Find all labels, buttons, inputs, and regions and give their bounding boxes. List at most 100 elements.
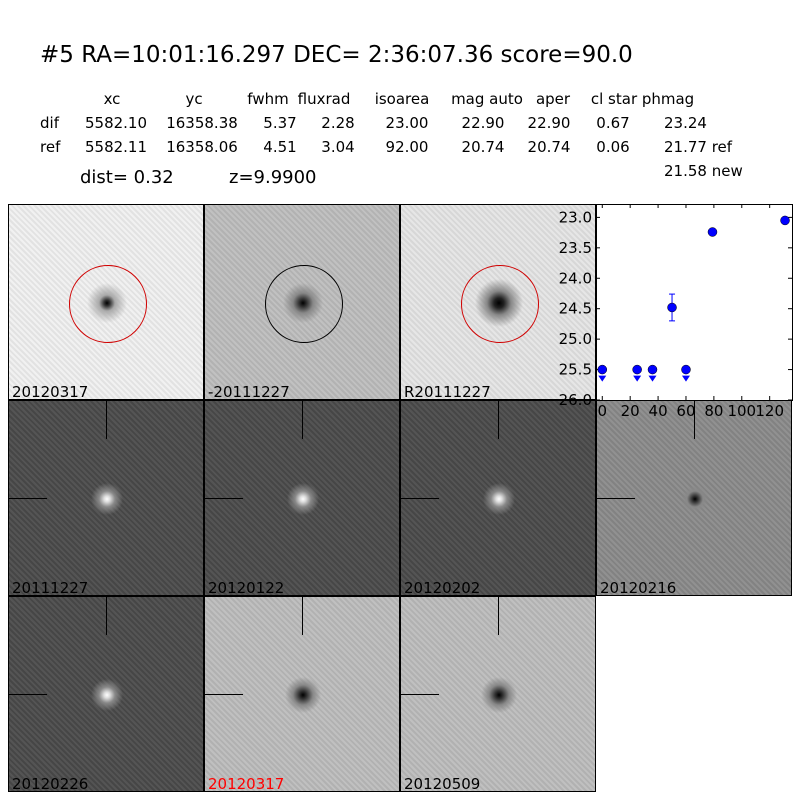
x-tick-label: 120: [755, 402, 784, 420]
candidate-title: #5 RA=10:01:16.297 DEC= 2:36:07.36 score…: [40, 42, 633, 68]
table-cell: 20.74: [527, 138, 571, 156]
row-label: ref: [40, 138, 61, 156]
table-cell: 2.28: [321, 114, 355, 132]
data-point: [780, 215, 790, 226]
table-cell: 5.37: [263, 114, 297, 132]
table-cell: 22.90: [461, 114, 505, 132]
dist-label: dist= 0.32: [80, 167, 174, 188]
source-blob: [82, 670, 132, 720]
y-tick-label: 25.0: [559, 330, 592, 348]
source-blob: [82, 474, 132, 524]
column-header: phmag: [641, 90, 695, 108]
panel-date-label: 20120216: [600, 579, 677, 596]
panel-date-label: 20120317: [12, 383, 89, 400]
column-header: mag auto: [451, 90, 523, 108]
aperture-circle-icon: [265, 265, 343, 343]
x-tick-label: 20: [621, 402, 640, 420]
source-blob: [474, 670, 524, 720]
cutout-panel: 20120509: [400, 596, 596, 792]
x-tick-label: 40: [649, 402, 668, 420]
x-tick-label: 80: [704, 402, 723, 420]
data-point: [647, 364, 658, 375]
panel-date-label: 20120317: [208, 775, 285, 792]
crosshair-tick: [401, 498, 439, 499]
source-blob: [474, 474, 524, 524]
crosshair-tick: [9, 498, 47, 499]
table-cell: 23.24: [664, 114, 707, 132]
x-tick-label: 60: [676, 402, 695, 420]
upper-limit-arrow-icon: [633, 375, 642, 382]
crosshair-tick: [205, 498, 243, 499]
crosshair-tick: [597, 498, 635, 499]
x-tick-label: 0: [598, 402, 608, 420]
cutout-panel: R20111227: [400, 204, 596, 400]
panel-date-label: R20111227: [404, 383, 491, 400]
crosshair-tick: [205, 694, 243, 695]
crosshair-tick: [694, 401, 695, 439]
y-tick-label: 24.5: [559, 300, 592, 318]
table-cell: 5582.11: [84, 138, 148, 156]
panel-date-label: 20120122: [208, 579, 285, 596]
column-header: fluxrad: [297, 90, 351, 108]
table-cell: 22.90: [527, 114, 571, 132]
source-blob: [670, 474, 720, 524]
cutout-panel: 20120226: [8, 596, 204, 792]
crosshair-tick: [401, 694, 439, 695]
table-cell: 16358.06: [166, 138, 238, 156]
table-cell: 16358.38: [166, 114, 238, 132]
upper-limit-arrow-icon: [648, 375, 657, 382]
row-label: dif: [40, 114, 59, 132]
crosshair-tick: [9, 694, 47, 695]
panel-date-label: 20120226: [12, 775, 89, 792]
table-cell: 3.04: [321, 138, 355, 156]
column-header: aper: [535, 90, 571, 108]
crosshair-tick: [302, 597, 303, 635]
cutout-panel: 20120202: [400, 400, 596, 596]
panel-date-label: -20111227: [208, 383, 290, 400]
upper-limit-arrow-icon: [681, 375, 690, 382]
panel-date-label: 20120509: [404, 775, 481, 792]
data-point: [681, 364, 691, 375]
plot-frame: [596, 204, 793, 401]
column-header: isoarea: [374, 90, 430, 108]
data-point: [597, 364, 608, 375]
cutout-panel: 20120317: [8, 204, 204, 400]
source-blob: [278, 474, 328, 524]
table-cell: 20.74: [461, 138, 505, 156]
cutout-panel: -20111227: [204, 204, 400, 400]
cutout-panel: 20111227: [8, 400, 204, 596]
y-tick-label: 23.5: [559, 239, 592, 257]
panel-date-label: 20111227: [12, 579, 89, 596]
aperture-circle-icon: [461, 265, 539, 343]
new-mag: 21.58 new: [664, 162, 743, 180]
crosshair-tick: [106, 401, 107, 439]
data-point: [707, 227, 718, 237]
column-header: cl star: [590, 90, 638, 108]
upper-limit-arrow-icon: [598, 375, 607, 382]
table-cell: 0.67: [596, 114, 630, 132]
y-tick-label: 25.5: [559, 361, 592, 379]
table-cell: 0.06: [596, 138, 630, 156]
table-cell: 23.00: [385, 114, 429, 132]
table-cell: 4.51: [263, 138, 297, 156]
column-header: xc: [103, 90, 121, 108]
crosshair-tick: [498, 597, 499, 635]
panel-date-label: 20120202: [404, 579, 481, 596]
light-curve-chart: 23.0 23.5 24.0 24.5 25.0 25.5 26.0 0 20 40 60 80 100…: [559, 204, 793, 420]
data-point: [667, 302, 677, 313]
column-header: fwhm: [247, 90, 289, 108]
z-label: z=9.9900: [229, 167, 317, 188]
table-cell: 5582.10: [84, 114, 148, 132]
table-cell: 92.00: [385, 138, 429, 156]
table-cell: 21.77 ref: [664, 138, 733, 156]
crosshair-tick: [498, 401, 499, 439]
aperture-circle-icon: [69, 265, 147, 343]
source-blob: [278, 670, 328, 720]
cutout-panel: 20120122: [204, 400, 400, 596]
crosshair-tick: [302, 401, 303, 439]
cutout-panel: 20120216: [596, 400, 792, 596]
crosshair-tick: [106, 597, 107, 635]
y-tick-label: 23.0: [559, 208, 592, 226]
data-point: [632, 364, 642, 375]
y-tick-label: 26.0: [559, 391, 592, 409]
